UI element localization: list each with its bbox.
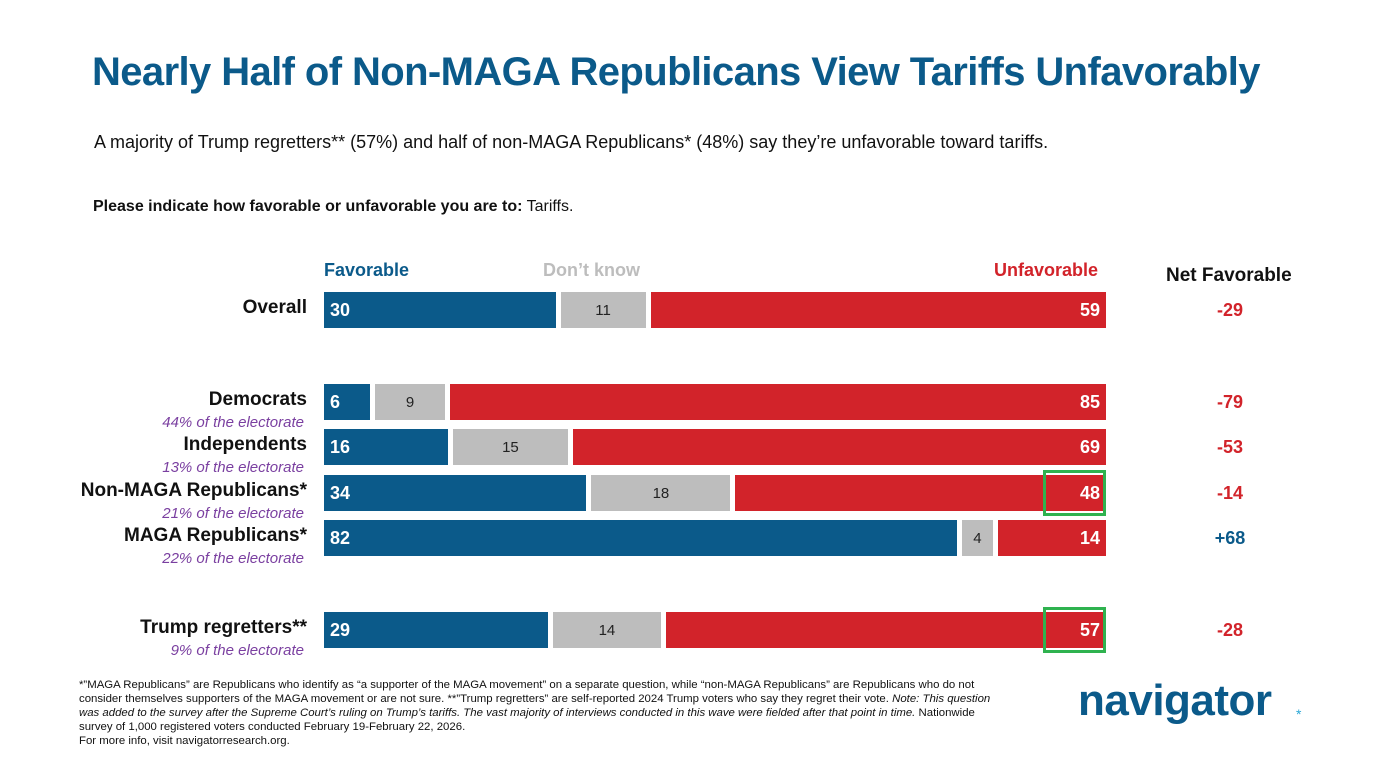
question-item: Tariffs. [526, 198, 574, 215]
row-sub-label: 44% of the electorate [162, 414, 304, 431]
bar-favorable: 34 [324, 475, 587, 511]
legend-dont-know: Don’t know [543, 260, 640, 280]
bar-favorable: 6 [324, 384, 371, 420]
row-sub-label: 21% of the electorate [162, 505, 304, 522]
bar-unfavorable: 85 [449, 384, 1106, 420]
row-label: MAGA Republicans* [124, 525, 307, 546]
bar-favorable: 82 [324, 520, 958, 556]
question-text: Please indicate how favorable or unfavor… [93, 198, 573, 216]
row-label: Independents [183, 434, 307, 455]
row-label: Overall [242, 297, 307, 318]
bar-unfavorable: 69 [573, 429, 1106, 465]
legend-unfavorable: Unfavorable [994, 260, 1099, 280]
bar-favorable: 16 [324, 429, 448, 465]
bar-favorable: 29 [324, 612, 548, 648]
net-favorable-value: -79 [1216, 392, 1243, 412]
navigator-logo: navigator [1078, 676, 1272, 725]
footnote-more-info: For more info, visit navigatorresearch.o… [79, 735, 290, 747]
row-label: Non-MAGA Republicans* [80, 480, 307, 501]
row-sub-label: 13% of the electorate [162, 459, 304, 476]
page-subtitle: A majority of Trump regretters** (57%) a… [94, 132, 1049, 152]
footnote: *”MAGA Republicans” are Republicans who … [79, 678, 1009, 748]
net-favorable-value: -14 [1216, 483, 1243, 503]
bar-dont-know: 4 [962, 520, 993, 556]
logo-star-icon: * [1296, 706, 1302, 722]
question-prompt: Please indicate how favorable or unfavor… [93, 198, 523, 215]
footnote-survey: Nationwide survey of 1,000 registered vo… [79, 707, 975, 733]
row-label: Democrats [208, 389, 307, 410]
footnote-note-label: Note: [892, 693, 920, 705]
net-favorable-value: -53 [1216, 437, 1243, 457]
row-sub-label: 22% of the electorate [162, 550, 304, 567]
row-label: Trump regretters** [140, 617, 307, 638]
highlight-box [1043, 470, 1106, 516]
net-favorable-header: Net Favorable [1166, 265, 1292, 286]
bar-unfavorable: 59 [650, 292, 1106, 328]
bar-unfavorable: 57 [665, 612, 1106, 648]
highlight-box [1043, 607, 1106, 653]
bar-dont-know: 9 [375, 384, 445, 420]
bar-unfavorable: 14 [997, 520, 1106, 556]
footnote-note-text: This question was added to the survey af… [79, 693, 991, 719]
bar-dont-know: 15 [452, 429, 569, 465]
net-favorable-value: -29 [1216, 300, 1243, 320]
bar-favorable: 30 [324, 292, 556, 328]
legend-favorable: Favorable [324, 260, 410, 280]
bar-dont-know: 14 [552, 612, 661, 648]
net-favorable-value: +68 [1214, 528, 1246, 548]
row-sub-label: 9% of the electorate [170, 642, 304, 659]
footnote-definitions: *”MAGA Republicans” are Republicans who … [79, 679, 975, 705]
net-favorable-value: -28 [1216, 620, 1243, 640]
bar-dont-know: 11 [560, 292, 646, 328]
page-title: Nearly Half of Non-MAGA Republicans View… [92, 50, 1261, 94]
bar-dont-know: 18 [591, 475, 731, 511]
